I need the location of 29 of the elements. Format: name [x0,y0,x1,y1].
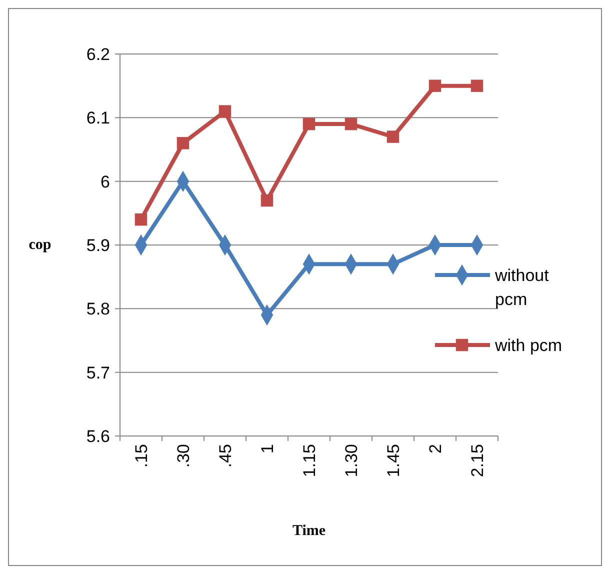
point [260,194,274,207]
x-tick-label: 2.15 [468,444,487,478]
x-tick-label: .30 [174,444,193,468]
x-tick-label: 2 [426,444,445,454]
point [176,137,190,150]
y-tick-label: 5.9 [86,236,110,255]
x-axis-title: Time [292,523,326,539]
x-tick-label: 1.30 [342,444,361,478]
x-tick-label: .45 [216,444,235,468]
legend-label: with pcm [494,336,562,355]
y-tick-label: 5.8 [86,300,110,319]
point [428,80,442,92]
y-axis-title: cop [28,237,52,253]
x-tick-label: 1.15 [300,444,319,478]
y-tick-label: 6.2 [86,44,110,64]
y-tick-label: 6.1 [86,108,110,128]
y-tick-label: 5.7 [86,363,110,382]
point [218,105,232,118]
point [134,213,148,226]
y-tick-label: 5.6 [86,426,110,446]
x-tick-label: .15 [132,444,151,468]
x-tick-label: 1 [258,444,277,454]
point [302,118,316,130]
x-tick-label: 1.45 [384,444,403,478]
point [386,130,400,143]
point [344,118,358,130]
legend-label: without pcm [494,266,550,309]
point [470,80,484,92]
y-tick-label: 6 [100,172,110,192]
